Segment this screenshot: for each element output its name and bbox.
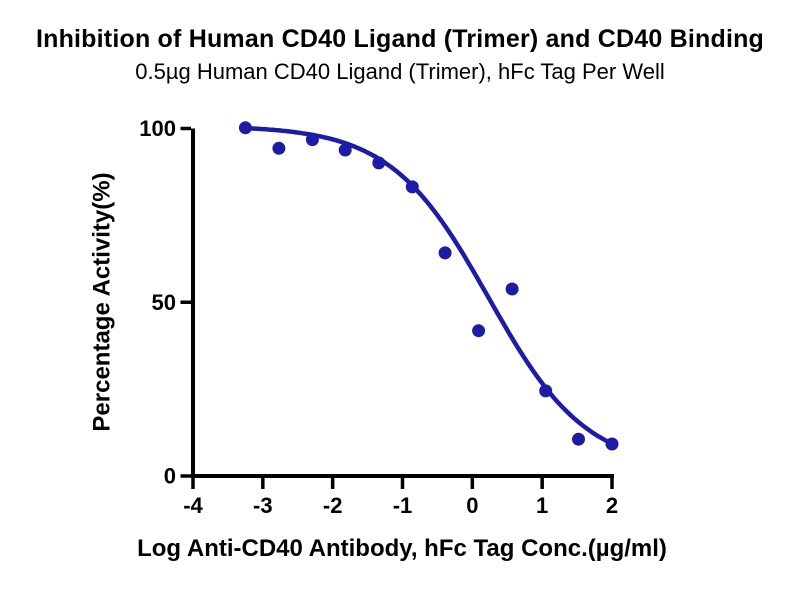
x-tick-label: 1: [536, 493, 548, 518]
data-point: [305, 133, 319, 147]
x-tick-label: 0: [466, 493, 478, 518]
x-tick-label: -4: [183, 493, 203, 518]
y-axis-label: Percentage Activity(%): [88, 172, 115, 431]
x-tick-label: 2: [606, 493, 618, 518]
y-tick-label: 50: [152, 290, 176, 315]
x-tick-label: -1: [393, 493, 413, 518]
data-point: [405, 180, 419, 194]
chart-title: Inhibition of Human CD40 Ligand (Trimer)…: [35, 25, 765, 53]
data-point: [605, 437, 619, 451]
data-point: [572, 432, 585, 446]
data-point: [272, 141, 286, 155]
y-tick-label: 0: [164, 464, 176, 489]
fit-curve: [241, 125, 618, 448]
y-tick-label: 100: [139, 116, 176, 141]
data-point: [238, 121, 252, 135]
data-point: [372, 156, 386, 170]
x-tick-label: -2: [323, 493, 343, 518]
y-axis-tick-labels: 0 50 100: [139, 116, 176, 489]
data-points: [238, 121, 619, 451]
x-tick-label: -3: [253, 493, 273, 518]
data-point: [472, 324, 486, 338]
data-point: [505, 282, 519, 296]
data-point: [338, 143, 352, 157]
chart-subtitle: 0.5µg Human CD40 Ligand (Trimer), hFc Ta…: [135, 59, 665, 84]
data-point: [438, 246, 452, 260]
x-axis-label: Log Anti-CD40 Antibody, hFc Tag Conc.(µg…: [137, 535, 667, 562]
x-axis-tick-labels: -4 -3 -2 -1 0 1 2: [183, 493, 618, 518]
data-point: [539, 384, 553, 398]
x-axis-ticks: [191, 478, 614, 489]
y-axis-ticks: [180, 126, 191, 478]
